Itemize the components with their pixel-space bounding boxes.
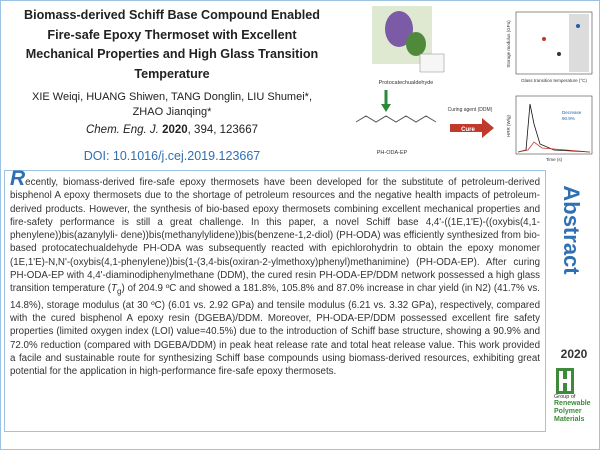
molecule xyxy=(419,53,445,73)
sidebar-year: 2020 xyxy=(560,347,588,361)
axis-label: HRR (W/g) xyxy=(506,115,511,137)
logo-text: Materials xyxy=(554,416,585,423)
abstract-text: T xyxy=(111,283,117,295)
logo-glyph xyxy=(559,379,571,383)
abstract-text: ecently, biomass-derived fire-safe epoxy… xyxy=(10,177,540,295)
doi: DOI: 10.1016/j.cej.2019.123667 xyxy=(83,149,261,163)
logo-text: Polymer xyxy=(554,408,582,415)
annotation: 90.9% xyxy=(562,116,575,121)
drop-cap: R xyxy=(10,167,26,190)
authors: XIE Weiqi, HUANG Shiwen, TANG Donglin, L… xyxy=(6,90,338,120)
author-line: XIE Weiqi, HUANG Shiwen, TANG Donglin, L… xyxy=(32,91,312,103)
logo-text: Group of xyxy=(554,394,576,400)
section-label: Abstract xyxy=(559,185,584,275)
volume: , 394, 123667 xyxy=(187,124,258,136)
title-line: Biomass-derived Schiff Base Compound Ena… xyxy=(23,8,320,22)
title-line: Mechanical Properties and High Glass Tra… xyxy=(25,47,319,61)
title-line: Temperature xyxy=(134,66,210,81)
label: PH-ODA-EP xyxy=(377,150,408,156)
point xyxy=(576,24,580,28)
journal: Chem. Eng. J. xyxy=(85,124,159,136)
citation: Chem. Eng. J. 2020, 394, 123667 xyxy=(6,124,338,136)
label: Protocatechualdehyde xyxy=(379,80,434,86)
point xyxy=(542,37,546,41)
plot-frame xyxy=(515,95,593,155)
axis-label: Storage modulus (GPa) xyxy=(506,20,511,68)
label: Cure xyxy=(461,127,475,133)
axis-label: Time (s) xyxy=(546,157,563,162)
flower xyxy=(385,11,413,47)
abstract-subscript: g xyxy=(116,287,122,297)
cure-arrow xyxy=(450,118,494,138)
logo-text: Renewable xyxy=(554,400,591,407)
annotation: Decrease xyxy=(562,110,582,115)
group-logo: Group of Renewable Polymer Materials xyxy=(554,368,596,424)
curve xyxy=(517,141,591,153)
plot-region xyxy=(569,14,589,72)
point xyxy=(557,52,561,56)
molecule xyxy=(355,115,437,123)
label: Curing agent (DDM) xyxy=(448,107,493,113)
abstract-text: ) of 204.9 ºC and showed a 181.8%, 105.8… xyxy=(10,283,540,378)
logo-mark xyxy=(556,368,574,394)
arrow-head xyxy=(381,104,391,112)
title: Biomass-derived Schiff Base Compound Ena… xyxy=(6,6,338,84)
year: 2020 xyxy=(162,124,188,136)
author-line: ZHAO Jianqing* xyxy=(132,106,212,118)
abstract-body: Recently, biomass-derived fire-safe epox… xyxy=(4,167,546,432)
graphical-abstract: Protocatechualdehyde PH-ODA-EP Curing ag… xyxy=(344,4,596,162)
axis-label: Glass transition temperature (°C) xyxy=(521,78,587,83)
title-line: Fire-safe Epoxy Thermoset with Excellent xyxy=(47,27,297,42)
leaf xyxy=(406,32,426,56)
